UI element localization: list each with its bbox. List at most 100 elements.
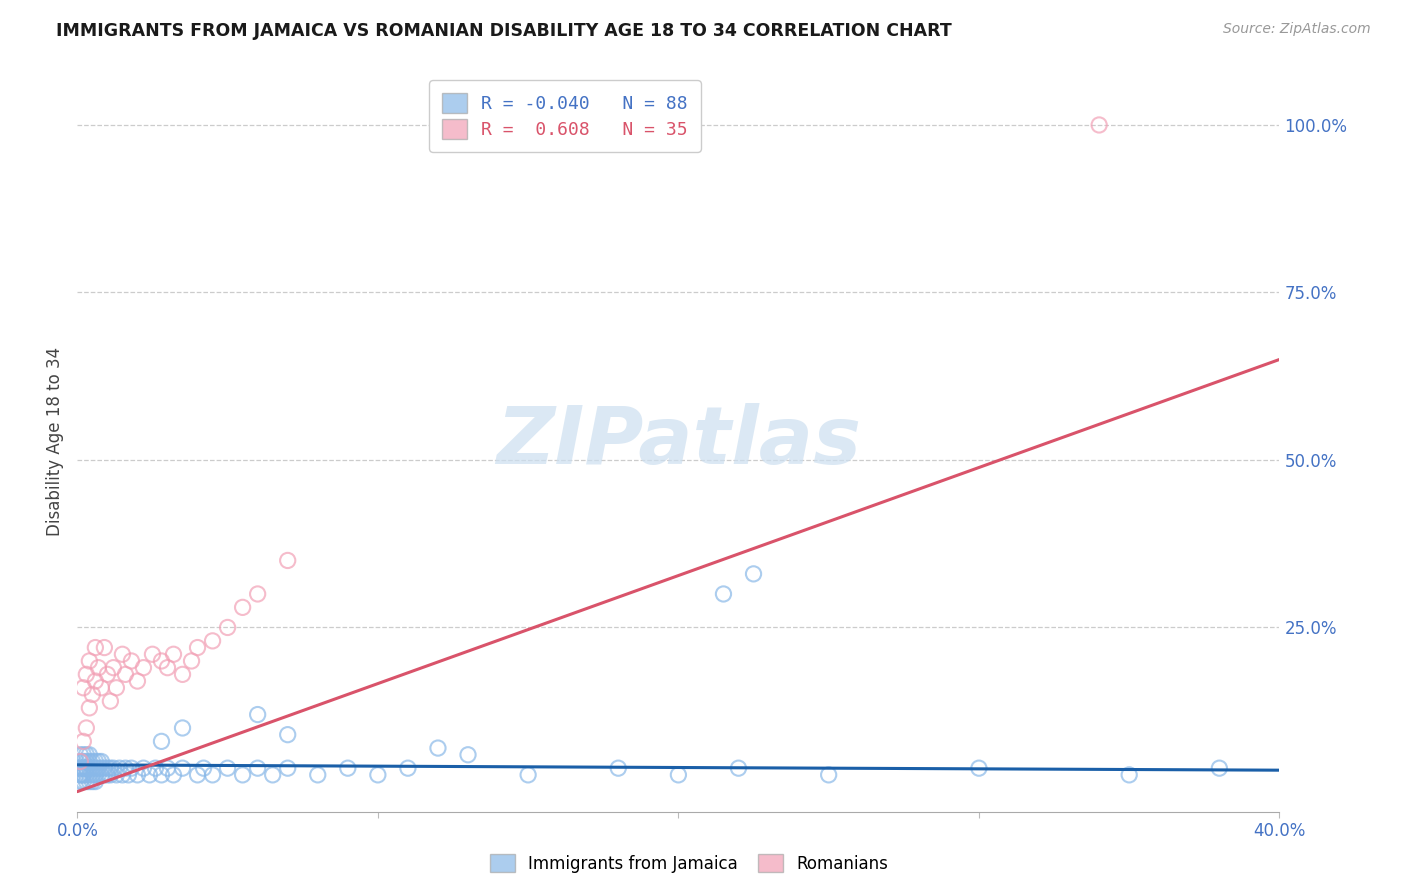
Point bbox=[201, 633, 224, 648]
Point bbox=[277, 728, 299, 742]
Point bbox=[103, 761, 125, 775]
Point bbox=[69, 747, 91, 762]
Point bbox=[69, 761, 91, 775]
Point bbox=[69, 774, 91, 789]
Point bbox=[90, 768, 112, 782]
Point bbox=[156, 661, 179, 675]
Point bbox=[87, 661, 110, 675]
Point bbox=[1118, 768, 1140, 782]
Point bbox=[79, 654, 101, 668]
Point bbox=[156, 761, 179, 775]
Point bbox=[87, 755, 110, 769]
Point bbox=[277, 761, 299, 775]
Point bbox=[127, 674, 149, 689]
Point bbox=[187, 640, 209, 655]
Point bbox=[69, 755, 91, 769]
Point bbox=[1208, 761, 1230, 775]
Point bbox=[172, 667, 194, 681]
Point bbox=[307, 768, 329, 782]
Point bbox=[82, 688, 104, 702]
Point bbox=[82, 768, 104, 782]
Point bbox=[103, 661, 125, 675]
Y-axis label: Disability Age 18 to 34: Disability Age 18 to 34 bbox=[46, 347, 65, 536]
Point bbox=[172, 761, 194, 775]
Point bbox=[72, 755, 94, 769]
Legend: R = -0.040   N = 88, R =  0.608   N = 35: R = -0.040 N = 88, R = 0.608 N = 35 bbox=[429, 80, 700, 152]
Point bbox=[84, 640, 107, 655]
Point bbox=[93, 640, 115, 655]
Point bbox=[111, 647, 134, 661]
Point bbox=[100, 768, 122, 782]
Point bbox=[105, 768, 128, 782]
Point bbox=[336, 761, 359, 775]
Point bbox=[75, 774, 97, 789]
Point bbox=[79, 768, 101, 782]
Point bbox=[117, 768, 139, 782]
Point bbox=[607, 761, 630, 775]
Point bbox=[75, 761, 97, 775]
Point bbox=[132, 761, 155, 775]
Point bbox=[96, 768, 118, 782]
Text: Source: ZipAtlas.com: Source: ZipAtlas.com bbox=[1223, 22, 1371, 37]
Point bbox=[727, 761, 749, 775]
Point bbox=[817, 768, 839, 782]
Point bbox=[79, 701, 101, 715]
Point bbox=[427, 741, 450, 756]
Point bbox=[87, 761, 110, 775]
Point bbox=[72, 681, 94, 695]
Point bbox=[87, 768, 110, 782]
Point bbox=[75, 755, 97, 769]
Point bbox=[84, 761, 107, 775]
Point bbox=[90, 755, 112, 769]
Point bbox=[82, 774, 104, 789]
Point bbox=[93, 761, 115, 775]
Point bbox=[84, 674, 107, 689]
Point bbox=[84, 768, 107, 782]
Point bbox=[132, 661, 155, 675]
Point bbox=[232, 600, 254, 615]
Point bbox=[72, 747, 94, 762]
Point bbox=[150, 768, 173, 782]
Point bbox=[66, 761, 89, 775]
Legend: Immigrants from Jamaica, Romanians: Immigrants from Jamaica, Romanians bbox=[484, 847, 894, 880]
Point bbox=[217, 761, 239, 775]
Point bbox=[193, 761, 215, 775]
Point bbox=[84, 755, 107, 769]
Point bbox=[69, 768, 91, 782]
Point bbox=[96, 761, 118, 775]
Point bbox=[82, 761, 104, 775]
Point bbox=[1088, 118, 1111, 132]
Point bbox=[72, 768, 94, 782]
Point bbox=[457, 747, 479, 762]
Point bbox=[150, 734, 173, 748]
Point bbox=[246, 761, 269, 775]
Point bbox=[232, 768, 254, 782]
Point bbox=[172, 721, 194, 735]
Point bbox=[138, 768, 160, 782]
Point bbox=[79, 761, 101, 775]
Point bbox=[262, 768, 284, 782]
Point bbox=[201, 768, 224, 782]
Text: IMMIGRANTS FROM JAMAICA VS ROMANIAN DISABILITY AGE 18 TO 34 CORRELATION CHART: IMMIGRANTS FROM JAMAICA VS ROMANIAN DISA… bbox=[56, 22, 952, 40]
Point bbox=[114, 667, 136, 681]
Point bbox=[75, 667, 97, 681]
Point bbox=[84, 774, 107, 789]
Point bbox=[713, 587, 735, 601]
Point bbox=[367, 768, 389, 782]
Point bbox=[127, 768, 149, 782]
Point bbox=[742, 566, 765, 581]
Point bbox=[108, 761, 131, 775]
Point bbox=[517, 768, 540, 782]
Point bbox=[162, 647, 184, 661]
Point bbox=[120, 654, 142, 668]
Point bbox=[967, 761, 990, 775]
Point bbox=[162, 768, 184, 782]
Point bbox=[105, 681, 128, 695]
Point bbox=[79, 747, 101, 762]
Point bbox=[246, 707, 269, 722]
Point bbox=[79, 755, 101, 769]
Point bbox=[100, 761, 122, 775]
Point bbox=[150, 654, 173, 668]
Point bbox=[75, 747, 97, 762]
Point bbox=[277, 553, 299, 567]
